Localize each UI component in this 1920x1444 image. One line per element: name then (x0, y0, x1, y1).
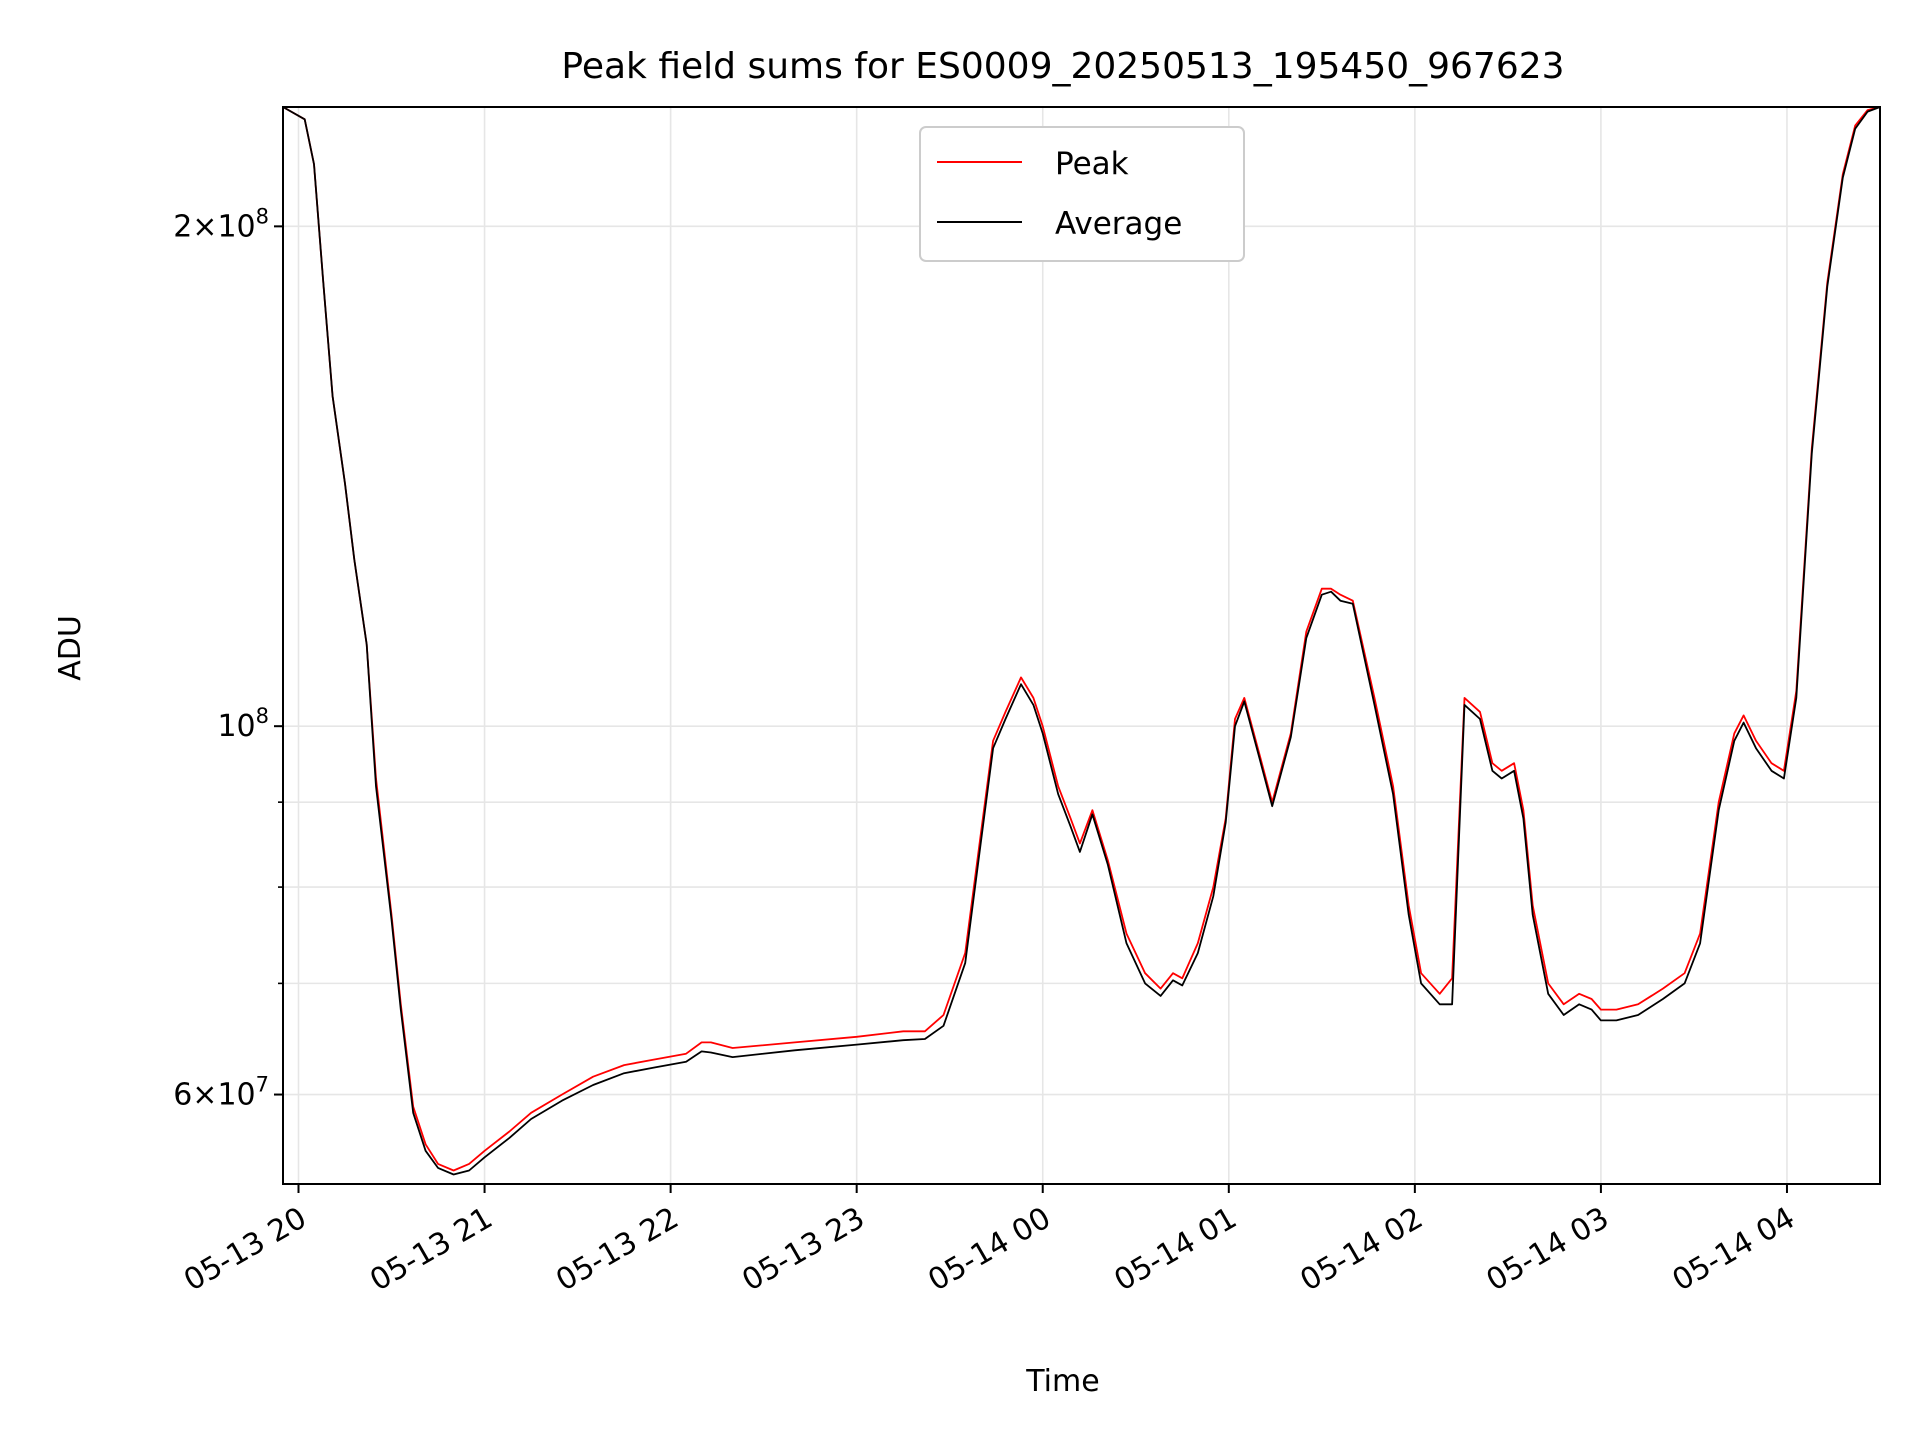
legend-label-peak: Peak (1055, 146, 1129, 182)
y-axis-label: ADU (53, 615, 88, 681)
grid-lines (283, 107, 1880, 1184)
chart-title: Peak field sums for ES0009_20250513_1954… (561, 46, 1564, 87)
legend-label-average: Average (1055, 206, 1182, 242)
y-tick-label: 2×108 (173, 204, 269, 244)
series-line-average (282, 106, 1881, 1176)
legend-box (919, 126, 1245, 262)
legend: Peak Average (919, 126, 1245, 262)
plot-lines (282, 106, 1881, 1176)
series-line-peak (282, 106, 1881, 1172)
plot-frame (282, 106, 1881, 1185)
y-tick-label: 6×107 (173, 1073, 269, 1113)
y-tick-label: 108 (217, 704, 269, 744)
x-axis-label: Time (1025, 1364, 1099, 1399)
